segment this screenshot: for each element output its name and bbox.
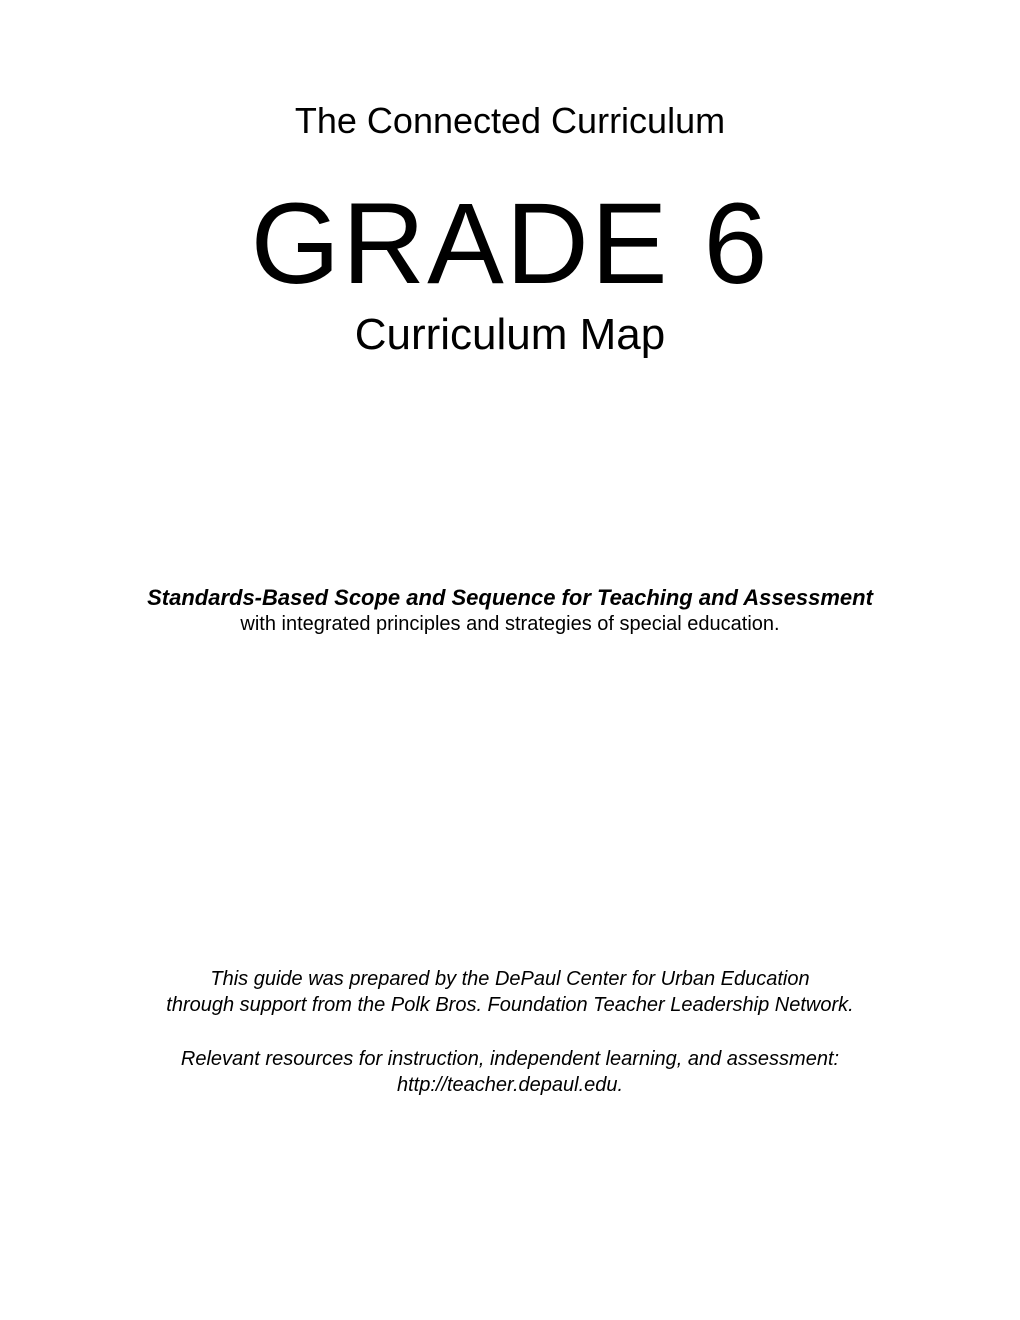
footer-block: This guide was prepared by the DePaul Ce… — [120, 966, 900, 1098]
header-title: The Connected Curriculum — [120, 100, 900, 142]
footer-resources-line1: Relevant resources for instruction, inde… — [120, 1046, 900, 1072]
subtitle: Curriculum Map — [120, 310, 900, 360]
footer-url: http://teacher.depaul.edu. — [120, 1072, 900, 1098]
footer-credit-line1: This guide was prepared by the DePaul Ce… — [120, 966, 900, 992]
description-main: Standards-Based Scope and Sequence for T… — [120, 585, 900, 611]
description-sub: with integrated principles and strategie… — [120, 613, 900, 636]
grade-title: GRADE 6 — [120, 187, 900, 302]
footer-credit-line2: through support from the Polk Bros. Foun… — [120, 992, 900, 1018]
description-block: Standards-Based Scope and Sequence for T… — [120, 585, 900, 636]
